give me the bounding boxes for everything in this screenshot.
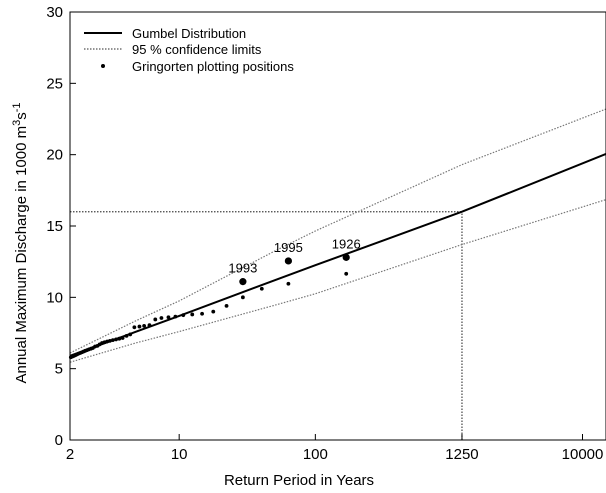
x-tick-label: 100 (303, 446, 328, 463)
legend-label-gumbel: Gumbel Distribution (132, 26, 246, 41)
data-point (173, 314, 178, 319)
data-point (240, 295, 245, 300)
x-tick-label: 10 (171, 446, 188, 463)
annotation-label: 1926 (332, 236, 361, 251)
data-point (114, 337, 118, 342)
annotations: 1993 1995 1926 (228, 236, 360, 275)
data-point (159, 316, 164, 320)
series-line-upper-confidence (69, 108, 606, 354)
data-point (117, 336, 122, 341)
data-point (181, 313, 186, 318)
data-point (124, 333, 129, 338)
highlighted-point (284, 257, 292, 265)
data-point (259, 286, 264, 291)
series-line-gumbel (69, 153, 606, 357)
data-point (137, 324, 142, 329)
y-tick-label: 15 (46, 218, 63, 235)
legend-swatch-plotting-positions (101, 64, 105, 68)
legend: Gumbel Distribution 95 % confidence limi… (84, 26, 294, 74)
y-tick-label: 0 (55, 432, 63, 449)
y-axis-title-sup1: 3 (11, 120, 23, 126)
y-axis-title-main: Annual Maximum Discharge in 1000 m (13, 126, 30, 384)
data-point (211, 309, 216, 314)
y-tick-label: 10 (46, 289, 63, 306)
annotation-label: 1995 (274, 240, 303, 255)
data-point (142, 323, 147, 328)
highlighted-point (342, 253, 350, 261)
y-tick-label: 20 (46, 147, 63, 164)
annotation-label: 1993 (228, 261, 257, 276)
series-lines (69, 108, 606, 440)
x-axis-title: Return Period in Years (224, 472, 374, 489)
data-point (147, 323, 152, 328)
data-point (120, 336, 125, 340)
data-point (128, 332, 133, 337)
legend-label-plotting-positions: Gringorten plotting positions (132, 59, 294, 74)
legend-label-confidence: 95 % confidence limits (132, 42, 262, 57)
y-axis-title-sup2: -1 (11, 102, 23, 112)
data-point (286, 281, 291, 286)
data-point (200, 311, 204, 316)
data-point (190, 312, 195, 317)
x-tick-label: 10000 (562, 446, 604, 463)
y-tick-label: 25 (46, 75, 63, 92)
data-point (153, 317, 158, 322)
highlighted-point (239, 278, 247, 286)
y-axis-title: Annual Maximum Discharge in 1000 m3s-1 (11, 102, 30, 383)
data-point (166, 315, 171, 320)
y-tick-label: 5 (55, 361, 63, 378)
data-point (224, 303, 229, 308)
y-axis-title-mid: s (13, 112, 30, 120)
x-tick-label: 1250 (445, 446, 478, 463)
x-tick-label: 2 (66, 446, 74, 463)
series-points (68, 253, 350, 360)
axes: 0 5 10 15 20 25 30 2 10 100 1250 10000 (46, 4, 606, 463)
y-tick-label: 30 (46, 4, 63, 21)
data-point (110, 338, 115, 343)
series-line-lower-confidence (69, 199, 606, 363)
data-point (344, 271, 349, 276)
data-point (107, 338, 112, 343)
plot-frame (69, 11, 606, 441)
data-point (132, 325, 137, 330)
